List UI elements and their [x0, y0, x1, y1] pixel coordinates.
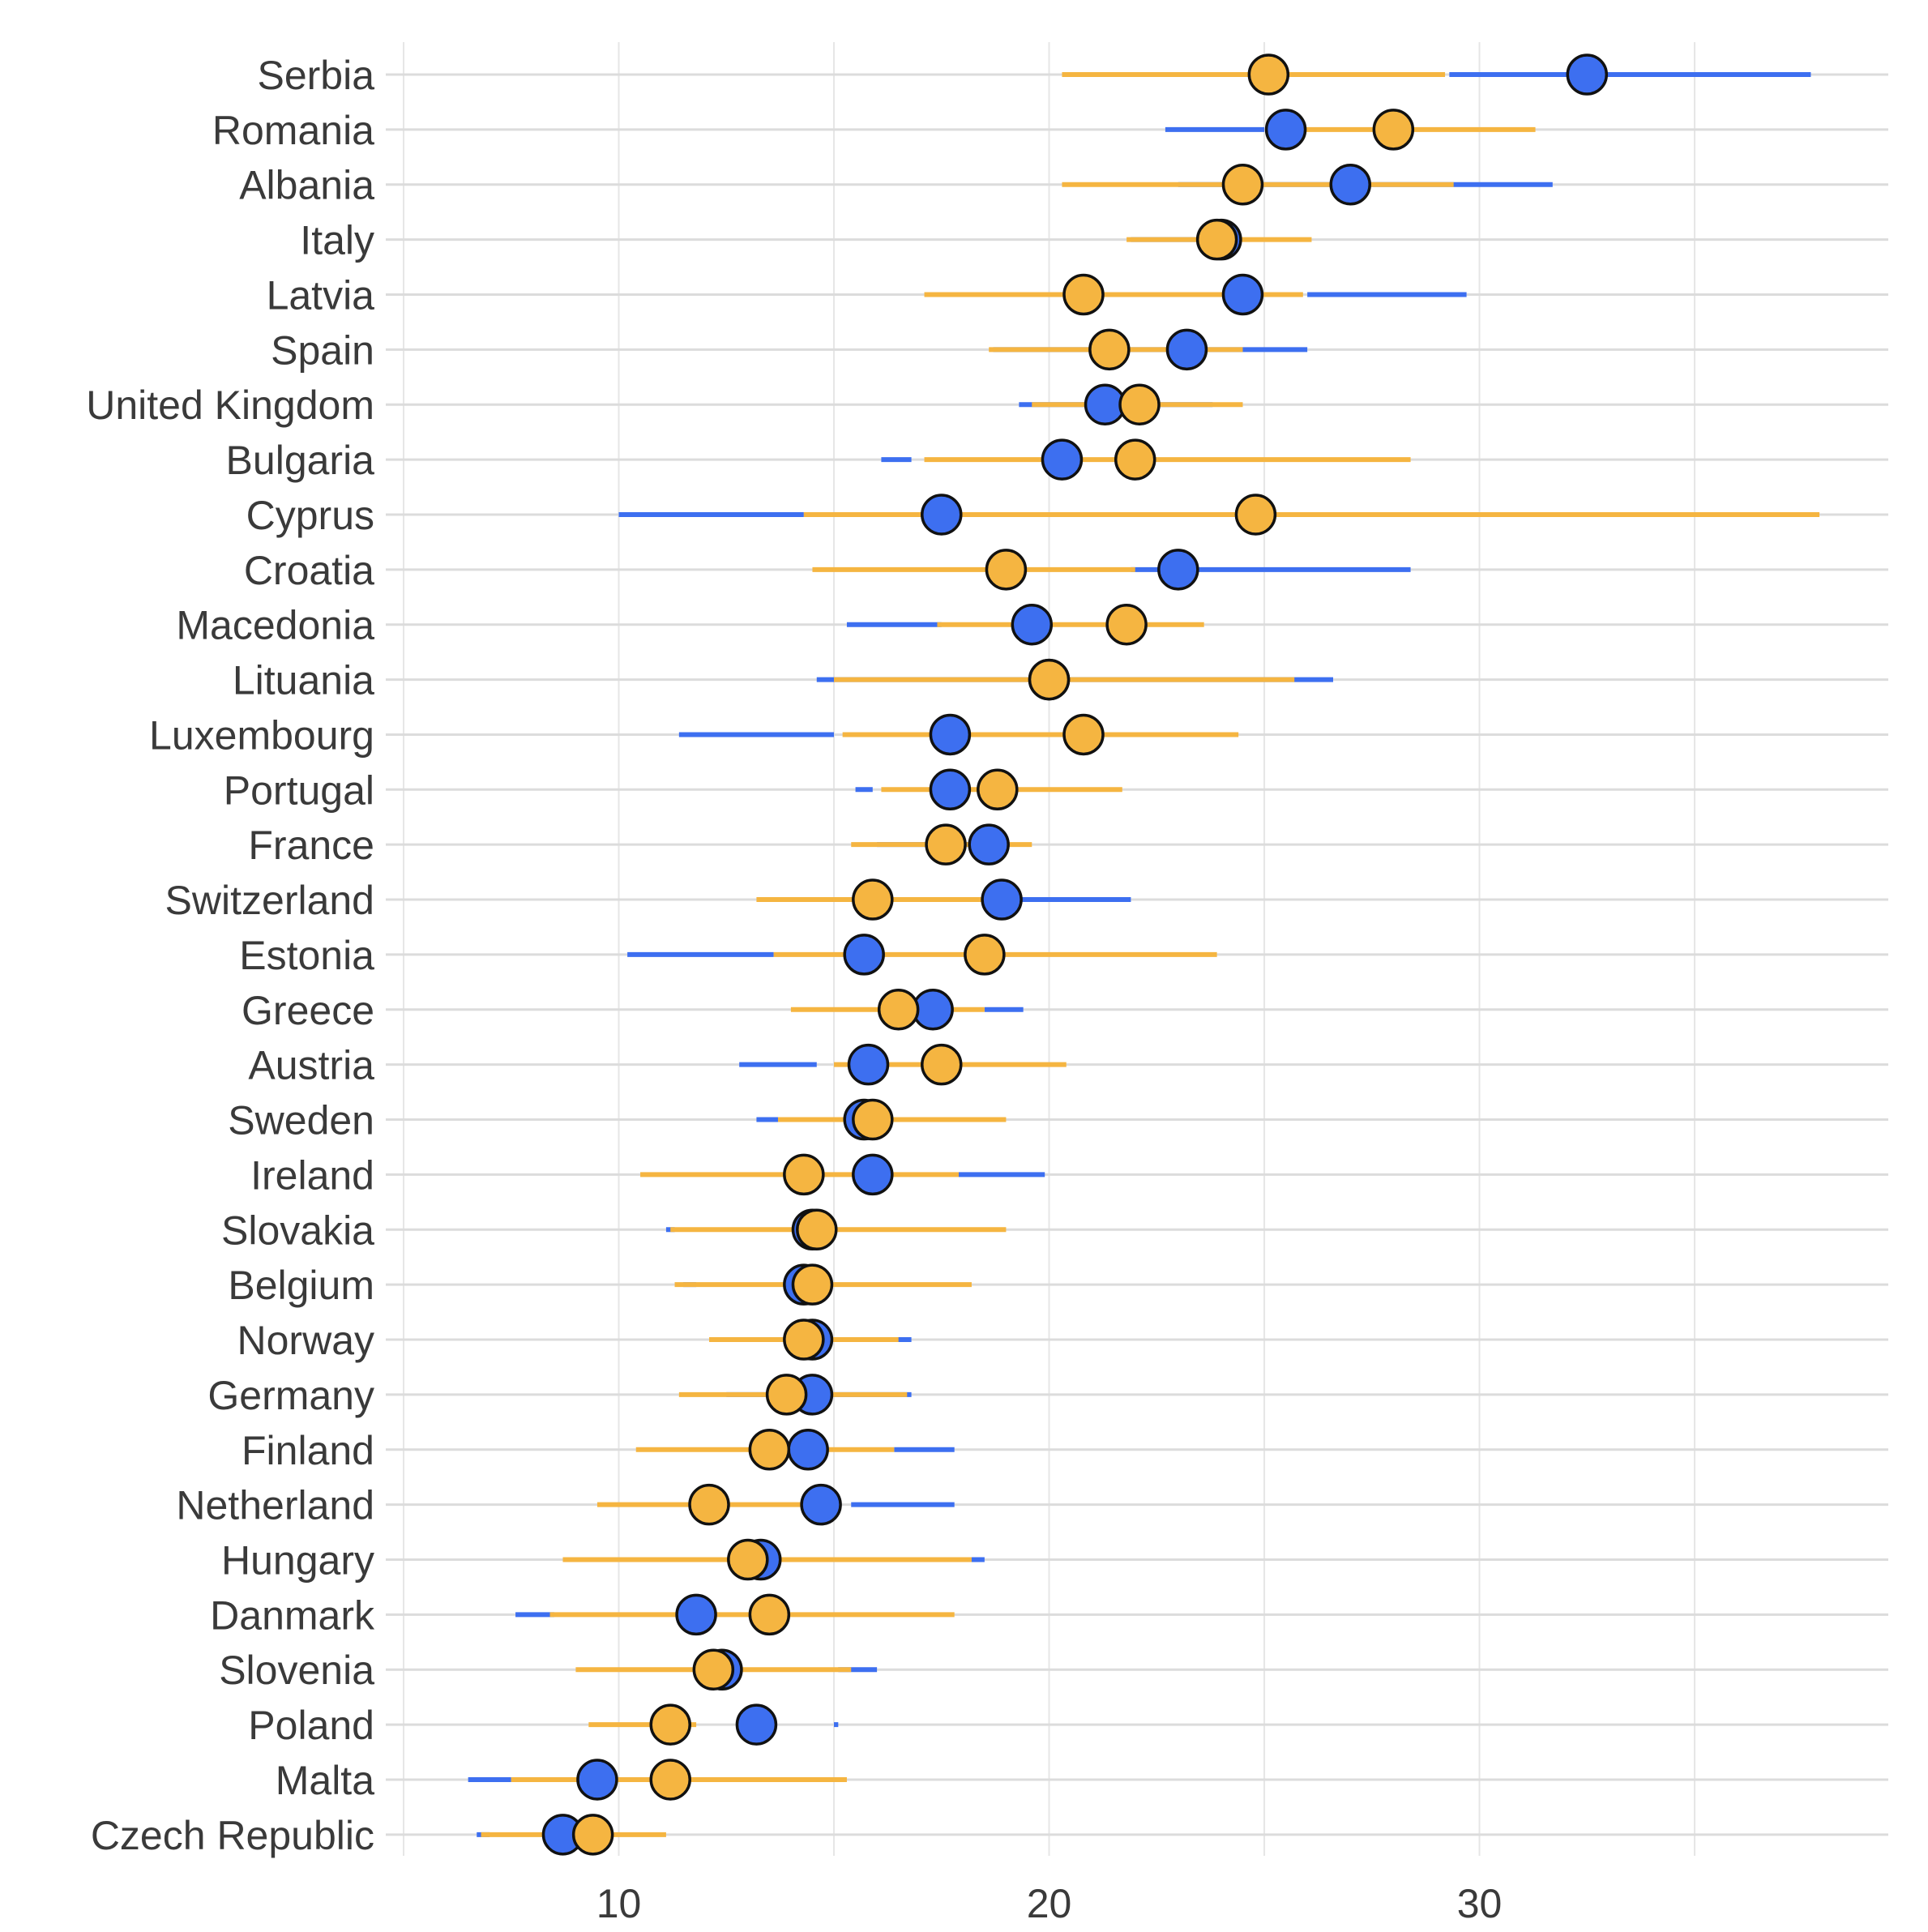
y-tick-label: Greece	[242, 988, 374, 1033]
y-axis-labels: Serbia Romania Albania Italy Latvia Spain Unit…	[86, 53, 375, 1858]
y-tick-label: Lituania	[233, 658, 374, 703]
y-tick-label: Austria	[248, 1043, 374, 1088]
orange-point	[964, 934, 1006, 976]
y-tick-label: Czech Republic	[91, 1813, 374, 1858]
y-tick-label: Italy	[300, 218, 374, 263]
orange-point	[1234, 494, 1277, 536]
y-tick-label: Malta	[276, 1758, 374, 1803]
y-tick-label: Spain	[271, 327, 374, 373]
y-tick-label: Sweden	[228, 1098, 374, 1143]
blue-point	[787, 1429, 829, 1471]
orange-point	[1114, 438, 1156, 481]
y-tick-label: Norway	[237, 1318, 374, 1363]
orange-point	[688, 1483, 730, 1526]
vertical-grid	[403, 42, 1696, 1856]
series-layer	[468, 53, 1820, 1856]
orange-point	[727, 1538, 769, 1581]
blue-point	[1221, 273, 1264, 316]
orange-point	[783, 1319, 825, 1361]
y-tick-label: France	[248, 823, 374, 868]
y-tick-label: Serbia	[257, 53, 374, 98]
y-tick-label: Danmark	[210, 1592, 375, 1638]
blue-point	[1041, 438, 1084, 481]
orange-point	[796, 1208, 838, 1251]
blue-point	[1264, 109, 1307, 151]
blue-point	[1157, 549, 1199, 591]
blue-point	[735, 1703, 778, 1746]
blue-point	[843, 934, 885, 976]
orange-point	[1247, 53, 1290, 96]
y-tick-label: Luxembourg	[149, 712, 374, 758]
y-tick-label: Netherland	[176, 1483, 374, 1528]
orange-point	[1221, 163, 1264, 206]
y-tick-label: United Kingdom	[86, 383, 374, 428]
blue-point	[576, 1759, 618, 1801]
x-tick-label: 20	[1027, 1881, 1072, 1926]
orange-point	[1028, 658, 1071, 701]
blue-point	[929, 713, 972, 756]
orange-point	[921, 1043, 963, 1086]
blue-point	[852, 1153, 894, 1196]
y-tick-label: Belgium	[228, 1263, 374, 1308]
orange-point	[852, 878, 894, 921]
y-tick-label: Finland	[242, 1428, 374, 1473]
orange-point	[985, 549, 1028, 591]
orange-point	[852, 1098, 894, 1141]
blue-point	[981, 878, 1023, 921]
x-tick-label: 10	[596, 1881, 642, 1926]
orange-point	[1088, 328, 1131, 371]
y-tick-label: Hungary	[221, 1537, 374, 1583]
orange-point	[1062, 713, 1105, 756]
orange-point	[877, 989, 920, 1031]
orange-point	[1372, 109, 1415, 151]
blue-point	[675, 1593, 717, 1636]
y-tick-label: Croatia	[244, 548, 374, 593]
orange-point	[571, 1814, 614, 1856]
y-tick-label: Estonia	[239, 933, 374, 978]
blue-point	[800, 1483, 842, 1526]
orange-point	[649, 1703, 691, 1746]
y-tick-label: Albania	[239, 163, 374, 208]
y-tick-label: Macedonia	[176, 603, 374, 648]
y-tick-label: Slovakia	[221, 1208, 374, 1253]
orange-point	[925, 823, 967, 866]
orange-point	[765, 1374, 808, 1416]
blue-point	[1329, 163, 1371, 206]
y-tick-label: Latvia	[267, 272, 375, 318]
orange-point	[1195, 218, 1238, 261]
orange-point	[692, 1648, 735, 1690]
blue-point	[1011, 603, 1054, 646]
blue-point	[929, 768, 972, 811]
y-tick-label: Slovenia	[219, 1648, 374, 1693]
y-tick-label: Bulgaria	[226, 438, 375, 483]
blue-point	[921, 494, 963, 536]
y-tick-label: Ireland	[250, 1152, 374, 1198]
y-tick-label: Cyprus	[246, 493, 374, 538]
orange-point	[649, 1759, 691, 1801]
orange-point	[783, 1153, 825, 1196]
blue-point	[1165, 328, 1208, 371]
y-tick-label: Poland	[248, 1703, 374, 1748]
y-tick-label: Germany	[207, 1373, 374, 1418]
orange-point	[748, 1593, 791, 1636]
y-tick-label: Portugal	[224, 767, 374, 813]
orange-point	[791, 1263, 834, 1306]
orange-point	[1105, 603, 1148, 646]
orange-point	[748, 1429, 791, 1471]
blue-point	[968, 823, 1010, 866]
blue-point	[847, 1043, 890, 1086]
x-tick-label: 30	[1457, 1881, 1503, 1926]
orange-point	[1062, 273, 1105, 316]
orange-point	[977, 768, 1019, 811]
y-tick-label: Switzerland	[165, 878, 374, 923]
x-axis-labels: 10 20 30	[596, 1881, 1503, 1926]
orange-point	[1118, 383, 1161, 425]
y-tick-label: Romania	[212, 108, 374, 153]
blue-point	[1566, 53, 1609, 96]
